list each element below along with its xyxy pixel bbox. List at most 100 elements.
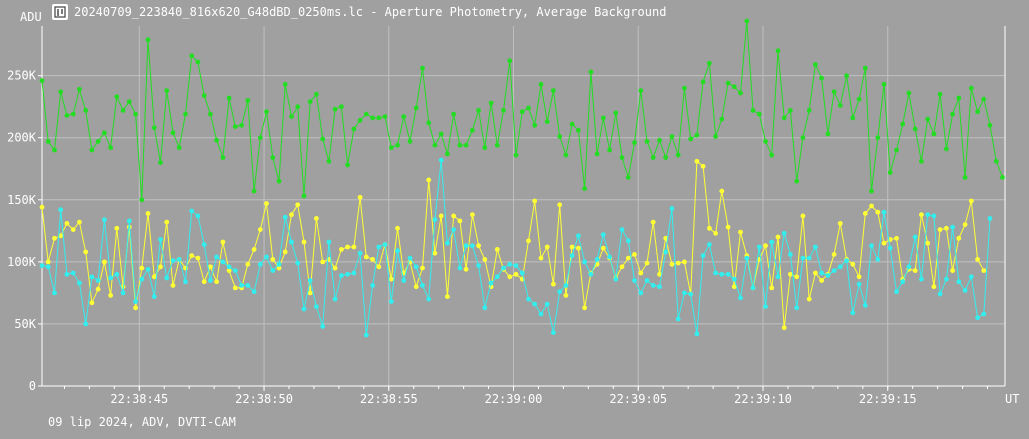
window-title: 20240709_223840_816x620_G48dBD_0250ms.lc…: [74, 5, 667, 19]
data-point: [301, 306, 307, 312]
data-point: [77, 86, 82, 92]
data-point: [351, 126, 357, 132]
data-point: [164, 88, 170, 93]
data-point: [993, 158, 999, 164]
data-point: [569, 244, 575, 250]
x-tick-label: 22:39:10: [734, 392, 792, 406]
data-point: [837, 103, 843, 108]
data-point: [563, 293, 569, 298]
data-point: [781, 325, 787, 331]
data-point: [925, 212, 931, 218]
data-point: [45, 264, 51, 270]
data-point: [470, 127, 475, 133]
data-point: [600, 115, 606, 121]
data-point: [208, 111, 213, 117]
data-point: [301, 193, 307, 199]
data-point: [208, 264, 213, 270]
data-point: [788, 252, 793, 257]
data-point: [413, 284, 419, 290]
data-point: [725, 224, 731, 230]
data-point: [357, 117, 363, 123]
data-point: [220, 155, 226, 161]
data-point: [632, 252, 637, 257]
data-point: [457, 142, 463, 148]
data-point: [750, 285, 756, 291]
data-point: [345, 271, 350, 277]
data-point: [102, 217, 107, 223]
data-point: [931, 213, 937, 219]
data-point: [694, 132, 700, 138]
data-point: [956, 235, 962, 241]
data-point: [912, 268, 918, 273]
data-point: [844, 258, 849, 263]
chart-app-icon[interactable]: [52, 4, 68, 20]
data-point: [725, 271, 731, 277]
data-point: [164, 219, 170, 225]
data-point: [183, 279, 188, 285]
data-point: [950, 268, 955, 273]
data-point: [276, 265, 282, 271]
data-point: [688, 136, 694, 142]
data-point: [270, 268, 276, 273]
data-point: [675, 260, 681, 266]
data-point: [476, 243, 481, 249]
data-point: [526, 238, 531, 244]
data-point: [295, 202, 301, 208]
data-point: [401, 114, 407, 119]
data-point: [376, 264, 382, 270]
data-point: [650, 155, 656, 161]
data-point: [201, 93, 207, 98]
data-point: [451, 213, 456, 219]
data-point: [407, 255, 413, 261]
data-point: [956, 95, 962, 101]
footer-info: 09 lip 2024, ADV, DVTI-CAM: [48, 415, 236, 429]
data-point: [426, 296, 432, 302]
data-point: [451, 227, 456, 233]
data-point: [912, 234, 918, 240]
data-point: [607, 147, 612, 153]
y-tick-label: 250K: [7, 69, 37, 83]
data-point: [981, 268, 987, 273]
data-point: [176, 145, 182, 151]
data-point: [544, 119, 550, 124]
data-point: [682, 290, 687, 296]
data-point: [501, 108, 506, 113]
data-point: [944, 225, 949, 231]
data-point: [862, 211, 868, 216]
data-point: [470, 212, 475, 218]
data-point: [800, 255, 806, 261]
data-point: [476, 108, 481, 113]
data-point: [77, 280, 82, 286]
data-point: [270, 155, 276, 161]
data-point: [663, 249, 669, 255]
data-point: [52, 235, 57, 241]
data-point: [894, 235, 899, 241]
data-point: [83, 249, 89, 255]
data-point: [725, 80, 731, 86]
data-point: [576, 245, 581, 251]
data-point: [388, 299, 394, 304]
data-point: [738, 229, 743, 235]
data-point: [276, 261, 282, 267]
data-point: [445, 240, 450, 246]
data-point: [663, 235, 669, 241]
data-point: [975, 257, 980, 262]
data-point: [52, 290, 57, 296]
data-point: [432, 142, 438, 148]
data-point: [794, 305, 800, 311]
data-point: [569, 121, 575, 127]
data-point: [731, 84, 737, 90]
data-point: [644, 139, 650, 144]
data-point: [363, 332, 369, 338]
data-point: [950, 224, 955, 230]
data-point: [264, 201, 269, 206]
data-point: [781, 230, 787, 236]
data-point: [501, 265, 506, 271]
data-point: [239, 122, 245, 128]
data-point: [582, 305, 587, 311]
data-point: [968, 198, 974, 204]
data-point: [507, 261, 513, 267]
data-point: [120, 290, 126, 296]
series-2: [39, 157, 993, 338]
data-point: [588, 271, 594, 277]
